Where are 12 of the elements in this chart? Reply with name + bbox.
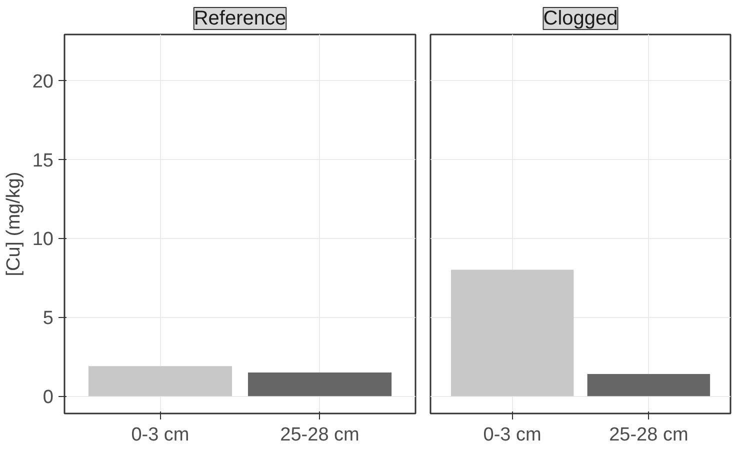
x-tick-label: 0-3 cm [483,424,542,446]
chart-title: Clogged [543,8,618,30]
y-axis-title: [Cu] (mg/kg) [3,172,24,276]
y-tick-label: 5 [42,308,54,330]
y-tick-label: 10 [32,229,54,250]
x-tick-label: 0-3 cm [131,424,190,446]
x-tick-label: 25-28 cm [280,424,360,446]
x-tick-label: 25-28 cm [609,424,688,446]
y-tick-label: 20 [32,71,54,92]
y-tick-label: 0 [42,387,54,408]
chart-title: Reference [194,8,286,30]
y-tick-label: 15 [32,150,54,172]
